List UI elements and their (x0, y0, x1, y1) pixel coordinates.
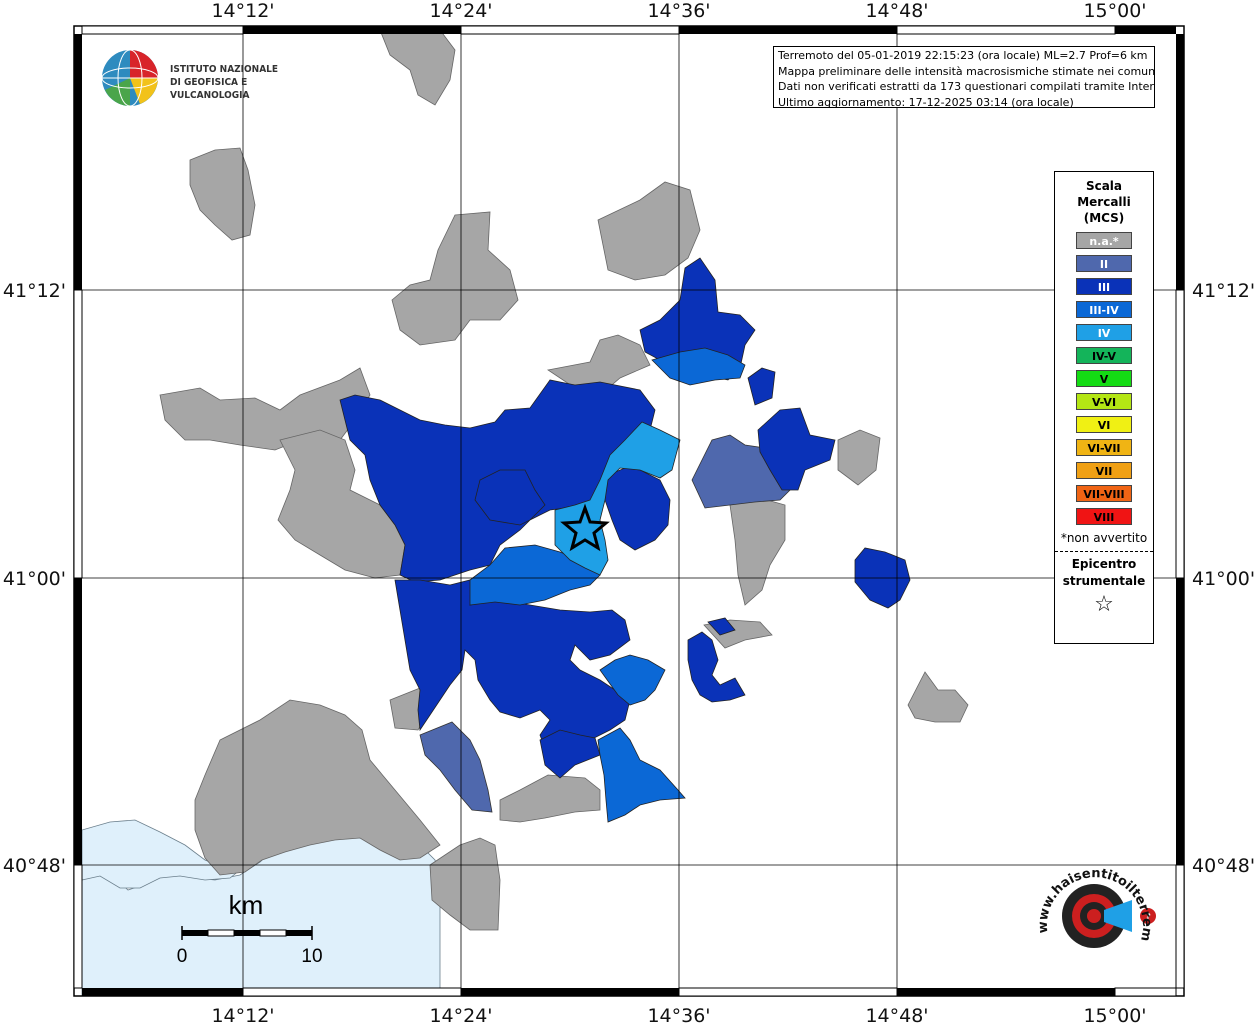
legend-epicenter2: strumentale (1062, 574, 1146, 588)
logo-line2: DI GEOFISICA E VULCANOLOGIA (170, 77, 250, 101)
scale-unit: km (229, 890, 264, 920)
legend-swatch: VI-VII (1076, 439, 1132, 456)
lat-label-left: 41°12' (3, 280, 66, 302)
legend-epicenter1: Epicentro (1071, 557, 1137, 571)
frame-ticks (73, 25, 1185, 997)
municipalities-iii (339, 257, 911, 779)
lon-label-top: 14°24' (429, 0, 492, 22)
lat-label-left: 41°00' (3, 568, 66, 590)
earthquake-info-box: Terremoto del 05-01-2019 22:15:23 (ora l… (773, 46, 1155, 108)
lon-label-top: 14°12' (211, 0, 274, 22)
scale-end: 10 (301, 946, 322, 967)
municipalities-iii-iv (469, 347, 746, 823)
epicenter-legend-icon: ☆ (1094, 592, 1114, 617)
lat-label-right: 41°12' (1192, 280, 1255, 302)
legend-swatch: VII-VIII (1076, 485, 1132, 502)
lon-label-top: 14°36' (647, 0, 710, 22)
lon-label-bottom: 14°36' (647, 1005, 710, 1024)
info-line2: Mappa preliminare delle intensità macros… (778, 64, 1155, 78)
legend-divider (1055, 551, 1153, 552)
municipalities-na (159, 29, 969, 931)
legend-swatch: n.a.* (1076, 232, 1132, 249)
ingv-logo: ISTITUTO NAZIONALE DI GEOFISICA E VULCAN… (100, 48, 320, 110)
lon-label-bottom: 14°12' (211, 1005, 274, 1024)
legend: Scala Mercalli (MCS) n.a.* II III III-IV IV I… (1054, 171, 1154, 644)
legend-swatch: II (1076, 255, 1132, 272)
legend-swatch: III-IV (1076, 301, 1132, 318)
lat-label-right: 41°00' (1192, 568, 1255, 590)
legend-title3: (MCS) (1083, 211, 1125, 225)
info-line4: Ultimo aggiornamento: 17-12-2025 03:14 (… (778, 95, 1074, 108)
lon-label-bottom: 15°00' (1083, 1005, 1146, 1024)
legend-note: *non avvertito (1060, 531, 1148, 545)
scale-bar: km 0 10 (177, 890, 323, 967)
legend-swatch: V-VI (1076, 393, 1132, 410)
lat-label-left: 40°48' (3, 855, 66, 877)
ingv-globe-icon (101, 49, 159, 107)
legend-title2: Mercalli (1077, 195, 1131, 209)
legend-swatch: VIII (1076, 508, 1132, 525)
legend-title1: Scala (1085, 179, 1123, 193)
legend-swatch: IV (1076, 324, 1132, 341)
info-line3: Dati non verificati estratti da 173 ques… (778, 80, 1155, 93)
info-line1: Terremoto del 05-01-2019 22:15:23 (ora l… (778, 49, 1148, 62)
scale-start: 0 (177, 946, 188, 967)
lat-label-right: 40°48' (1192, 855, 1255, 877)
legend-swatch: V (1076, 370, 1132, 387)
svg-text:?: ? (1145, 912, 1151, 923)
legend-swatch: III (1076, 278, 1132, 295)
legend-swatch: VII (1076, 462, 1132, 479)
logo-line1: ISTITUTO NAZIONALE (170, 64, 279, 75)
legend-swatches: n.a.* II III III-IV IV IV-V V V-VI VI VI-VII VII VI… (1055, 232, 1153, 525)
graticule (74, 26, 1184, 996)
lon-label-top: 14°48' (865, 0, 928, 22)
lon-label-top: 15°00' (1083, 0, 1146, 22)
lon-label-bottom: 14°24' (429, 1005, 492, 1024)
epicenter-star-icon[interactable] (560, 503, 610, 552)
municipalities-iv (554, 421, 681, 576)
legend-swatch: VI (1076, 416, 1132, 433)
legend-swatch: IV-V (1076, 347, 1132, 364)
lon-label-bottom: 14°48' (865, 1005, 928, 1024)
